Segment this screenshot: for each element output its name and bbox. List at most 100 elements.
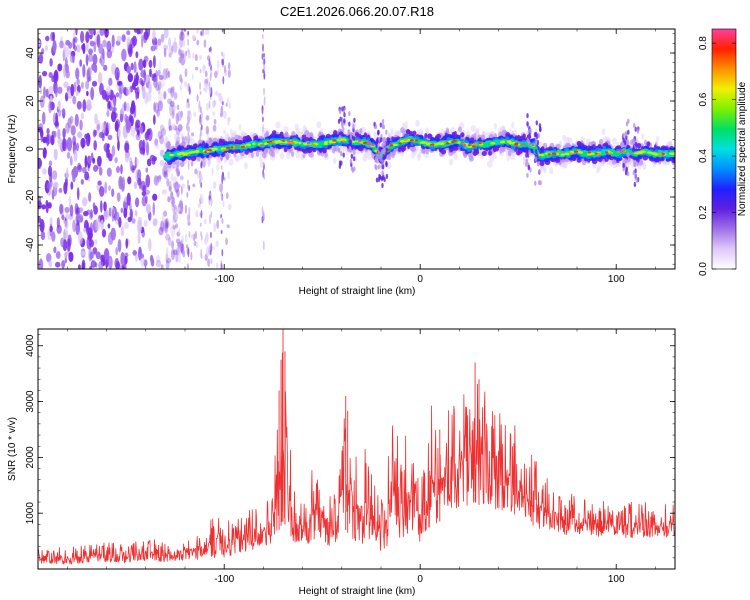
spectrogram-signal-cell — [290, 151, 295, 158]
spectrogram-signal-cell — [259, 161, 264, 169]
spectrogram-noise-cell — [169, 100, 175, 108]
spectrogram-noise-cell — [227, 116, 230, 127]
spectrogram-noise-cell — [51, 189, 55, 200]
spectrogram-noise-cell — [165, 253, 169, 264]
spectrogram-noise-cell — [179, 35, 184, 48]
spectrogram-streak-cell — [220, 214, 223, 219]
spectrogram-noise-cell — [48, 260, 53, 268]
spectrogram-signal-cell — [488, 150, 492, 156]
spectrogram-streak-cell — [209, 86, 212, 95]
spectrogram-noise-cell — [158, 174, 162, 180]
spectrogram-noise-cell — [159, 134, 164, 145]
spectrogram-noise-cell — [125, 238, 128, 249]
spectrogram-noise-cell — [165, 260, 170, 269]
spectrogram-noise-cell — [203, 64, 206, 70]
spectrogram-noise-cell — [48, 71, 53, 79]
spectrogram-noise-cell — [73, 45, 78, 52]
spectrogram-streak-cell — [200, 117, 203, 126]
spectrogram-noise-cell — [125, 86, 131, 96]
spectrogram-noise-cell — [91, 80, 98, 87]
spectrogram-signal-cell — [382, 136, 386, 143]
spectrogram-noise-cell — [178, 183, 181, 189]
spectrogram-noise-cell — [106, 167, 112, 177]
spectrogram-streak-cell — [222, 76, 225, 85]
spectrogram-signal-cell — [430, 137, 435, 142]
spectrogram-signal-cell — [499, 147, 503, 154]
spectrogram-signal-cell — [487, 160, 493, 168]
spectrogram-streak-cell — [262, 43, 264, 52]
spectrogram-noise-cell — [41, 111, 46, 125]
spectrogram-streak-cell — [263, 53, 265, 58]
spectrogram-noise-cell — [116, 166, 121, 174]
spectrogram-streak-cell — [221, 196, 223, 201]
spectrogram-signal-cell — [224, 133, 229, 141]
spectrogram-noise-cell — [175, 212, 178, 221]
spectrogram-noise-cell — [118, 87, 122, 100]
spectrogram-noise-cell — [160, 128, 167, 136]
spectrogram-streak-cell — [188, 110, 191, 115]
spectrogram-streak-cell — [188, 114, 191, 120]
spectrogram-noise-cell — [59, 40, 64, 49]
spectrogram-noise-cell — [126, 192, 131, 206]
spectrogram-noise-cell — [215, 240, 219, 248]
spectrogram-noise-cell — [178, 227, 181, 235]
spectrogram-noise-cell — [66, 238, 71, 252]
spectrogram-noise-cell — [163, 44, 169, 51]
spectrogram-noise-cell — [42, 70, 48, 77]
spectrogram-noise-cell — [57, 86, 63, 94]
spectrogram-noise-cell — [134, 210, 138, 217]
spectrogram-noise-cell — [196, 94, 199, 102]
spectrogram-signal-cell — [295, 151, 301, 159]
spectrogram-noise-cell — [89, 239, 95, 248]
spectrogram-noise-cell — [121, 263, 127, 269]
spectrogram-noise-cell — [69, 204, 74, 217]
spectrogram-noise-cell — [138, 58, 144, 71]
spectrogram-noise-cell — [175, 253, 179, 263]
spectrogram-streak-cell — [200, 111, 203, 120]
spectrogram-signal-cell — [577, 155, 581, 161]
spectrogram-noise-cell — [129, 106, 135, 115]
spectrogram-noise-cell — [92, 129, 97, 138]
spectrogram-signal-cell — [458, 126, 462, 133]
spectrogram-signal-cell — [229, 128, 233, 136]
spectrogram-signal-cell — [216, 164, 220, 172]
spectrogram-noise-cell — [175, 112, 179, 125]
spectrogram-noise-cell — [108, 207, 112, 217]
spectrogram-noise-cell — [124, 255, 128, 265]
spectrogram-noise-cell — [105, 121, 109, 134]
spectrogram-noise-cell — [143, 55, 149, 63]
spectrogram-noise-cell — [143, 31, 149, 41]
spectrogram-noise-cell — [65, 229, 69, 241]
spectrogram-noise-cell — [73, 149, 78, 163]
spectrogram-signal-cell — [655, 136, 660, 144]
spectrogram-noise-cell — [160, 33, 165, 43]
spectrogram-noise-cell — [130, 125, 136, 138]
spectrogram-streak-cell — [263, 96, 266, 106]
spectrogram-signal-cell — [373, 131, 377, 139]
spectrogram-noise-cell — [76, 142, 80, 152]
spectrogram-noise-cell — [191, 73, 194, 80]
spectrogram-noise-cell — [131, 218, 136, 224]
spectrogram-noise-cell — [127, 73, 134, 83]
spectrogram-streak-cell — [198, 100, 201, 109]
spectrogram-noise-cell — [142, 184, 147, 192]
spectrogram-noise-cell — [114, 156, 118, 164]
spectrogram-noise-cell — [163, 210, 168, 217]
spectrogram-signal-cell — [456, 134, 461, 140]
spectrogram-noise-cell — [100, 200, 103, 213]
spectrogram-signal-cell — [225, 154, 230, 161]
spectrogram-streak-cell — [188, 230, 191, 238]
spectrogram-noise-cell — [68, 41, 73, 49]
spectrogram-noise-cell — [137, 231, 141, 245]
spectrogram-noise-cell — [115, 247, 118, 256]
spectrogram-noise-cell — [77, 162, 82, 171]
spectrogram-noise-cell — [171, 205, 174, 211]
spectrogram-streak-cell — [261, 116, 264, 123]
spectrogram-noise-cell — [91, 251, 95, 259]
spectrogram-noise-cell — [98, 167, 103, 176]
spectrogram-noise-cell — [193, 112, 197, 117]
spectrogram-noise-cell — [196, 213, 199, 218]
spectrogram-noise-cell — [42, 136, 48, 144]
spectrogram-noise-cell — [226, 224, 230, 229]
